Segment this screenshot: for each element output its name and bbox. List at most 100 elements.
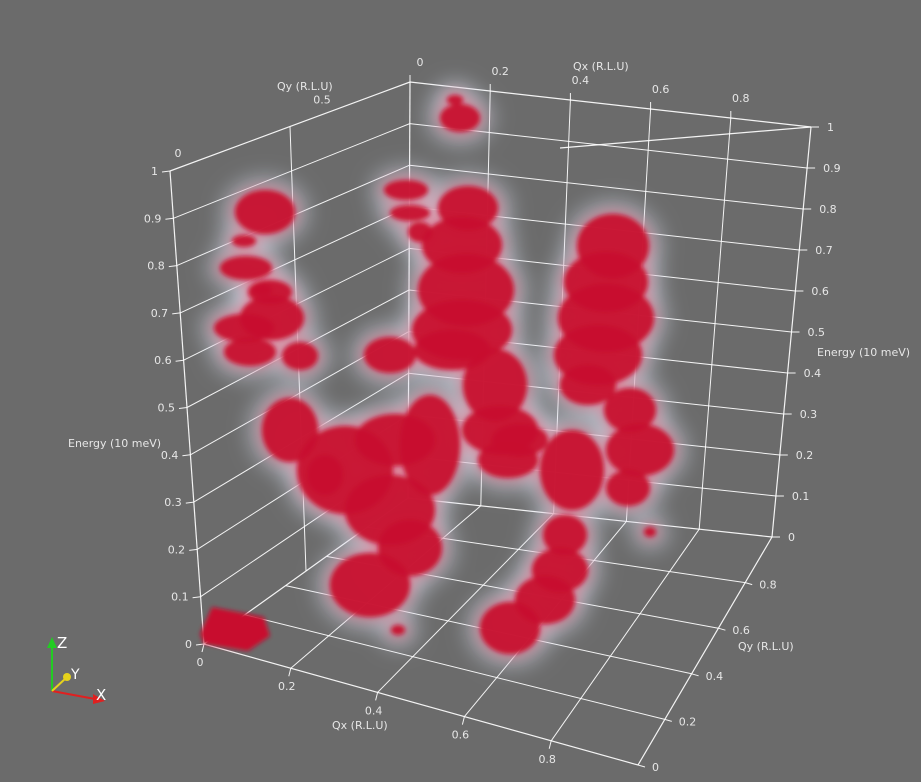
z-axis-label: Z bbox=[57, 634, 67, 652]
qx-tick-label-front: 0.8 bbox=[538, 753, 556, 766]
volume-blob bbox=[364, 337, 416, 373]
qx-tick-front bbox=[548, 740, 552, 749]
volume-blob bbox=[224, 338, 276, 366]
qy-tick-label-top: 0.5 bbox=[313, 94, 331, 107]
energy-tick-label-left: 0.2 bbox=[168, 543, 186, 556]
volume-blob bbox=[307, 455, 343, 495]
energy-tick-label-left: 0.4 bbox=[161, 449, 179, 462]
volume-core bbox=[200, 95, 674, 654]
energy-tick-label-right: 0.8 bbox=[819, 203, 837, 216]
volume-blob bbox=[214, 314, 274, 342]
volume-blob bbox=[330, 553, 410, 617]
x-axis-label: X bbox=[96, 686, 106, 704]
qx-tick-label-back: 0.6 bbox=[652, 83, 670, 96]
volume-blob bbox=[262, 398, 318, 462]
qy-tick-right bbox=[691, 673, 699, 677]
qy-tick-label-right: 0.2 bbox=[679, 715, 697, 728]
energy-tick-label-left: 0.9 bbox=[144, 212, 162, 225]
volume-blob bbox=[390, 205, 430, 221]
volume-blob bbox=[282, 342, 318, 370]
volume-floor-patch bbox=[200, 607, 270, 651]
qx-tick-front bbox=[375, 692, 379, 701]
qx-tick-label-back: 0.4 bbox=[572, 74, 590, 87]
qx-axis-title-front: Qx (R.L.U) bbox=[332, 719, 388, 732]
energy-tick-label-right: 0.2 bbox=[796, 449, 814, 462]
energy-tick-label-left: 0.6 bbox=[154, 354, 172, 367]
qx-tick-label-back: 0.8 bbox=[732, 92, 750, 105]
volume-blob bbox=[540, 430, 604, 510]
energy-tick-label-right: 0 bbox=[788, 531, 795, 544]
z-arrow-head bbox=[47, 637, 57, 648]
energy-tick-label-right: 0.1 bbox=[792, 490, 810, 503]
energy-tick-label-right: 0.3 bbox=[800, 408, 818, 421]
floor-gridline bbox=[244, 614, 665, 720]
qx-tick-label-back: 0 bbox=[417, 56, 424, 69]
cube-edge bbox=[559, 126, 812, 149]
energy-tick-label-left: 0.3 bbox=[164, 496, 182, 509]
energy-tick-left bbox=[165, 217, 174, 220]
volume-blob bbox=[480, 602, 540, 654]
x-axis-arrow bbox=[51, 690, 96, 700]
qy-tick-label-top: 0 bbox=[175, 147, 182, 160]
energy-tick-label-right: 0.4 bbox=[804, 367, 822, 380]
floor-gridline bbox=[377, 513, 554, 693]
orientation-axes-widget[interactable]: Z Y X bbox=[47, 634, 106, 704]
volume-blob bbox=[447, 95, 463, 105]
volume-blob bbox=[440, 104, 480, 132]
energy-tick-label-right: 0.7 bbox=[815, 244, 833, 257]
volume-blob bbox=[463, 349, 527, 421]
volume-blob bbox=[543, 515, 587, 555]
volume-blob bbox=[414, 330, 490, 370]
qx-tick-label-front: 0 bbox=[197, 656, 204, 669]
qy-tick-label-right: 0.8 bbox=[759, 579, 777, 592]
energy-tick-left bbox=[168, 265, 177, 268]
qx-tick-front bbox=[201, 643, 205, 653]
qx-tick-front bbox=[461, 716, 465, 725]
energy-tick-label-left: 0.1 bbox=[171, 591, 189, 604]
y-axis-dot bbox=[63, 673, 71, 681]
volume-blob bbox=[606, 470, 650, 506]
energy-tick-left bbox=[178, 407, 188, 409]
y-axis-label: Y bbox=[70, 667, 80, 683]
back-wall-gridline bbox=[409, 164, 804, 210]
energy-tick-label-left: 0 bbox=[185, 638, 192, 651]
qy-tick-right bbox=[637, 764, 646, 768]
qy-tick-label-right: 0 bbox=[652, 761, 659, 774]
volume-blob bbox=[232, 235, 256, 247]
x-arrow-head bbox=[93, 694, 105, 704]
energy-tick-left bbox=[192, 596, 201, 599]
energy-tick-label-right: 0.5 bbox=[808, 326, 826, 339]
volume-blob bbox=[560, 365, 616, 405]
volume-blob bbox=[391, 625, 405, 635]
qx-axis-title-back: Qx (R.L.U) bbox=[573, 60, 629, 73]
qx-tick-front bbox=[288, 668, 292, 677]
energy-tick-left bbox=[195, 643, 205, 646]
energy-axis-title-right: Energy (10 meV) bbox=[817, 346, 910, 359]
energy-tick-left bbox=[161, 170, 171, 173]
energy-tick-label-left: 0.5 bbox=[158, 402, 176, 415]
energy-tick-label-right: 0.6 bbox=[811, 285, 829, 298]
energy-tick-label-left: 1 bbox=[151, 165, 158, 178]
energy-axis-title-left: Energy (10 meV) bbox=[68, 437, 161, 450]
qy-axis-title-right: Qy (R.L.U) bbox=[738, 640, 794, 653]
volume-blob bbox=[235, 190, 295, 234]
back-wall-gridline bbox=[698, 117, 732, 530]
cube-edge bbox=[409, 81, 812, 128]
qy-tick-label-right: 0.4 bbox=[706, 670, 724, 683]
volume-blob bbox=[408, 222, 432, 242]
tick-labels: 0 0.1 0.2 0.3 0.4 0.5 0.6 0.7 0.8 0.9 1 0 0.1 0.2 0.3 0… bbox=[144, 56, 841, 774]
volume-render bbox=[200, 83, 686, 666]
qx-tick-label-back: 0.2 bbox=[491, 65, 509, 78]
energy-tick-label-right: 1 bbox=[827, 121, 834, 134]
qy-tick-right bbox=[718, 627, 726, 631]
volume-blob bbox=[604, 388, 656, 432]
energy-tick-left bbox=[182, 454, 191, 457]
y-axis-arrow bbox=[51, 677, 67, 692]
qy-tick-label-right: 0.6 bbox=[732, 624, 750, 637]
volume-blob bbox=[644, 527, 656, 537]
energy-tick-label-left: 0.7 bbox=[151, 307, 169, 320]
energy-tick-left bbox=[172, 312, 181, 315]
volume-blob bbox=[220, 256, 272, 280]
